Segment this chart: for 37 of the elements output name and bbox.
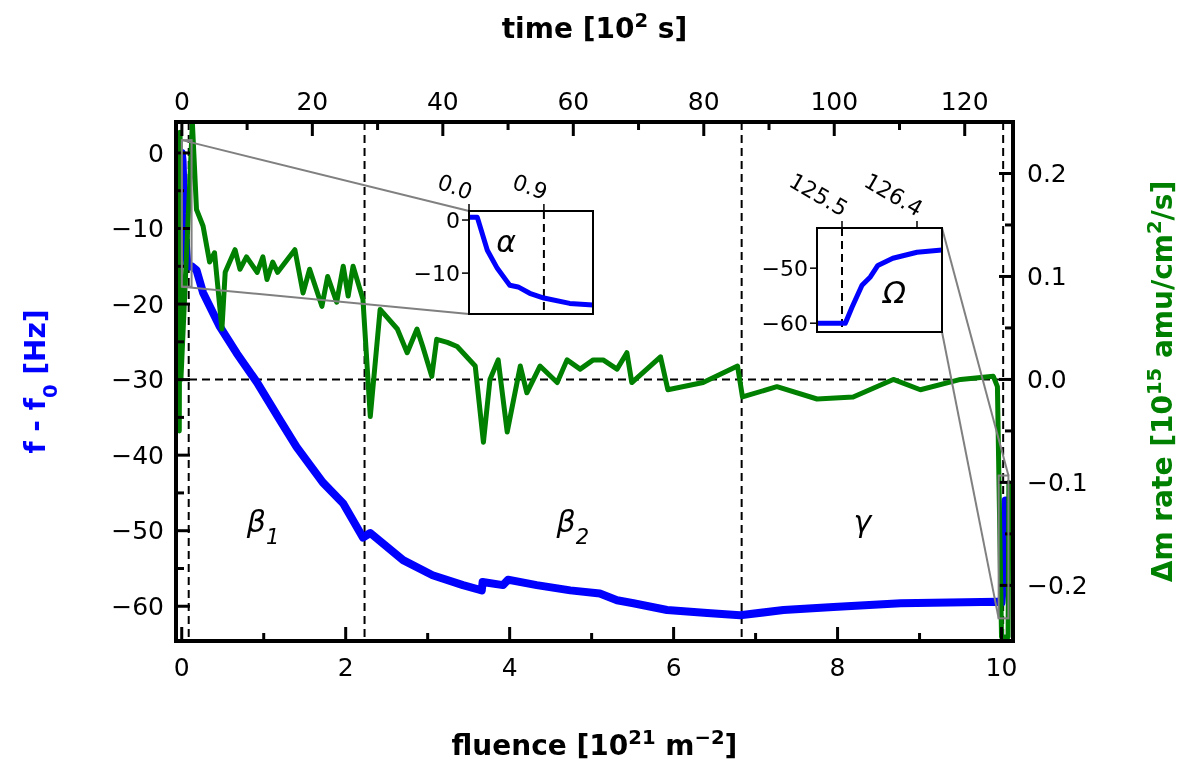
x2-axis-title: time [10$^{2}$ s] bbox=[501, 8, 688, 45]
annotation: β$_{1}$ bbox=[245, 504, 280, 550]
y-tick-label: −50 bbox=[761, 255, 808, 281]
annotation: Ω bbox=[881, 274, 907, 310]
y-tick-label: −30 bbox=[111, 365, 164, 395]
x-tick-label: 0 bbox=[173, 653, 190, 682]
annotation: α bbox=[496, 224, 517, 260]
x2-tick-label: 100 bbox=[810, 87, 859, 116]
y-tick-label: −50 bbox=[111, 516, 164, 546]
x-tick-label: 4 bbox=[501, 653, 518, 682]
x-axis-title: fluence [10$^{21}$ m$^{−2}$] bbox=[451, 725, 738, 762]
x-tick-label: 2 bbox=[337, 653, 354, 682]
y-tick-label: −60 bbox=[111, 592, 164, 621]
x-tick-label: 0.0 bbox=[434, 169, 476, 205]
y2-tick-label: −0.1 bbox=[1027, 468, 1088, 498]
y-tick-label: −10 bbox=[413, 260, 460, 286]
y-tick-label: 0 bbox=[148, 138, 164, 168]
y-tick-label: −10 bbox=[111, 214, 164, 244]
y2-tick-label: 0.0 bbox=[1027, 365, 1067, 395]
x2-tick-label: 120 bbox=[940, 87, 989, 116]
annotation: γ bbox=[853, 504, 874, 540]
x-tick-label: 0.9 bbox=[509, 169, 551, 205]
x2-tick-label: 60 bbox=[557, 87, 590, 116]
x2-tick-label: 0 bbox=[173, 87, 190, 116]
y2-tick-label: −0.2 bbox=[1027, 571, 1088, 601]
x2-tick-label: 40 bbox=[426, 87, 459, 116]
x2-tick-label: 20 bbox=[296, 87, 329, 116]
y2-tick-label: 0.2 bbox=[1027, 159, 1067, 189]
y-tick-label: −60 bbox=[761, 310, 808, 336]
x-tick-label: 8 bbox=[829, 653, 846, 682]
annotation: β$_{2}$ bbox=[555, 504, 589, 550]
y-tick-label: −20 bbox=[111, 289, 164, 319]
x-tick-label: 10 bbox=[985, 653, 1018, 682]
y2-tick-label: 0.1 bbox=[1027, 262, 1067, 292]
x2-tick-label: 80 bbox=[687, 87, 720, 116]
y-tick-label: −40 bbox=[111, 440, 164, 470]
x-tick-label: 6 bbox=[665, 653, 682, 682]
